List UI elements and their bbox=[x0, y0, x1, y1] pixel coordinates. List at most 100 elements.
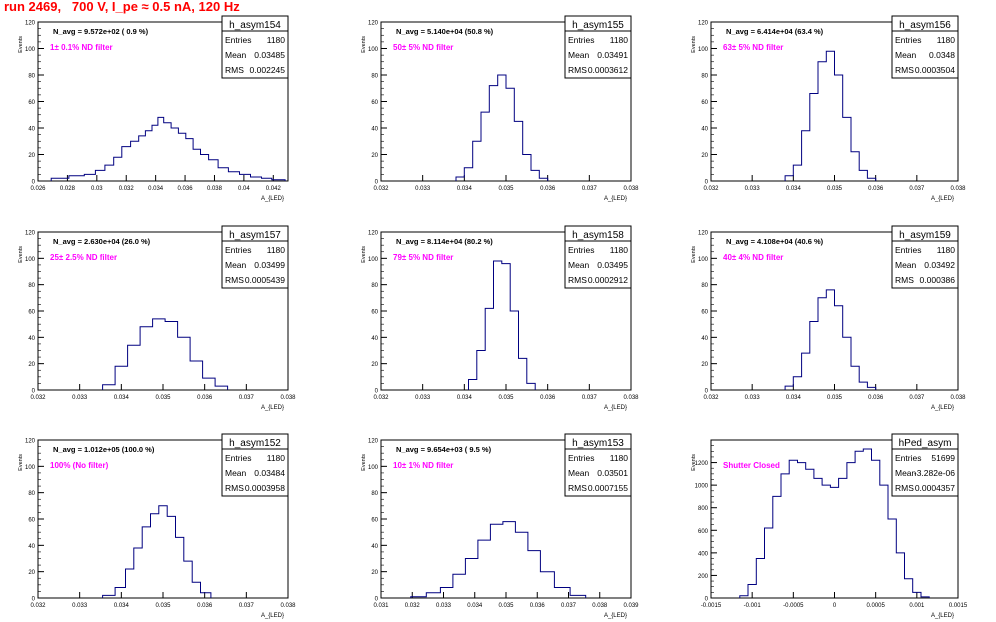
stat-key: Mean bbox=[895, 260, 917, 270]
stats-box bbox=[221, 15, 289, 79]
x-axis-label: A_{LED} bbox=[931, 613, 954, 619]
x-tick-label: 0.037 bbox=[582, 395, 598, 401]
x-tick-label: 0.034 bbox=[114, 603, 130, 609]
y-tick-label: 0 bbox=[32, 389, 36, 395]
y-axis-label: Events bbox=[691, 36, 697, 53]
filter-note: 10± 1% ND filter bbox=[393, 461, 453, 470]
y-tick-label: 40 bbox=[28, 544, 35, 550]
page-title: run 2469, 700 V, I_pe ≈ 0.5 nA, 120 Hz bbox=[4, 0, 240, 14]
x-tick-label: 0.042 bbox=[266, 186, 282, 192]
stat-value: 0.03501 bbox=[597, 468, 628, 478]
y-tick-label: 200 bbox=[698, 574, 709, 580]
y-tick-label: 100 bbox=[25, 47, 36, 53]
stat-value: 0.03484 bbox=[254, 468, 285, 478]
x-tick-label: 0.033 bbox=[415, 395, 431, 401]
y-tick-label: 20 bbox=[371, 570, 378, 576]
stat-key: Entries bbox=[568, 35, 594, 45]
stat-value: 1180 bbox=[610, 245, 629, 255]
hist-name: hPed_asym bbox=[899, 438, 952, 449]
hist-name: h_asym156 bbox=[899, 20, 951, 31]
y-tick-label: 20 bbox=[28, 153, 35, 159]
x-tick-label: 0.032 bbox=[405, 603, 421, 609]
hist-name: h_asym152 bbox=[229, 438, 281, 449]
stat-value: 1180 bbox=[610, 35, 629, 45]
histogram-line bbox=[50, 116, 286, 181]
hist-name: h_asym159 bbox=[899, 230, 951, 241]
x-tick-label: 0.001 bbox=[909, 603, 925, 609]
stat-key: Mean bbox=[225, 50, 247, 60]
y-tick-label: 600 bbox=[698, 529, 709, 535]
stat-value: 1180 bbox=[610, 453, 629, 463]
y-tick-label: 800 bbox=[698, 506, 709, 512]
y-tick-label: 80 bbox=[371, 491, 378, 497]
stats-box bbox=[891, 225, 959, 289]
x-tick-label: -0.0015 bbox=[701, 603, 722, 609]
navg-label: N_avg = 6.414e+04 (63.4 %) bbox=[726, 27, 824, 36]
x-tick-label: 0.036 bbox=[178, 186, 194, 192]
y-tick-label: 80 bbox=[28, 74, 35, 80]
stat-value: 1180 bbox=[937, 35, 956, 45]
stat-value: 0.0007155 bbox=[588, 483, 628, 493]
x-tick-label: 0 bbox=[833, 603, 837, 609]
stat-key: Mean bbox=[895, 468, 917, 478]
x-axis-label: A_{LED} bbox=[261, 405, 284, 411]
x-tick-label: -0.001 bbox=[744, 603, 762, 609]
y-tick-label: 120 bbox=[25, 21, 36, 27]
y-axis-label: Events bbox=[691, 246, 697, 263]
y-tick-label: 20 bbox=[701, 362, 708, 368]
hist-name: h_asym154 bbox=[229, 20, 281, 31]
x-tick-label: 0.032 bbox=[373, 395, 389, 401]
hist-name: h_asym158 bbox=[572, 230, 624, 241]
stat-key: RMS bbox=[225, 483, 244, 493]
y-tick-label: 80 bbox=[371, 74, 378, 80]
x-axis-label: A_{LED} bbox=[604, 405, 627, 411]
x-tick-label: 0.035 bbox=[498, 186, 514, 192]
x-tick-label: -0.0005 bbox=[783, 603, 804, 609]
stat-key: Entries bbox=[568, 245, 594, 255]
x-tick-label: 0.035 bbox=[827, 395, 843, 401]
stats-box bbox=[221, 433, 289, 497]
x-tick-label: 0.032 bbox=[703, 186, 719, 192]
y-tick-label: 40 bbox=[701, 336, 708, 342]
x-tick-label: 0.033 bbox=[72, 603, 88, 609]
filter-note: 63± 5% ND filter bbox=[723, 43, 783, 52]
y-axis-label: Events bbox=[18, 454, 24, 471]
y-axis-label: Events bbox=[18, 36, 24, 53]
x-tick-label: 0.031 bbox=[373, 603, 389, 609]
stat-key: Mean bbox=[225, 260, 247, 270]
x-tick-label: 0.037 bbox=[239, 603, 255, 609]
x-tick-label: 0.036 bbox=[530, 603, 546, 609]
x-tick-label: 0.037 bbox=[909, 186, 925, 192]
x-tick-label: 0.035 bbox=[827, 186, 843, 192]
hist-name: h_asym157 bbox=[229, 230, 281, 241]
x-tick-label: 0.033 bbox=[436, 603, 452, 609]
x-tick-label: 0.035 bbox=[155, 395, 171, 401]
navg-label: N_avg = 4.108e+04 (40.6 %) bbox=[726, 237, 824, 246]
stat-key: Entries bbox=[895, 453, 921, 463]
y-tick-label: 400 bbox=[698, 551, 709, 557]
y-tick-label: 20 bbox=[371, 153, 378, 159]
y-tick-label: 40 bbox=[28, 336, 35, 342]
navg-label: N_avg = 1.012e+05 (100.0 %) bbox=[53, 445, 155, 454]
stat-key: RMS bbox=[895, 65, 914, 75]
navg-label: N_avg = 8.114e+04 (80.2 %) bbox=[396, 237, 493, 246]
y-tick-label: 1200 bbox=[695, 461, 709, 467]
stat-value: 0.03495 bbox=[597, 260, 628, 270]
x-axis-label: A_{LED} bbox=[604, 613, 627, 619]
stat-value: 0.0002912 bbox=[588, 275, 628, 285]
y-tick-label: 0 bbox=[705, 597, 709, 603]
stat-value: 1180 bbox=[267, 35, 286, 45]
navg-label: N_avg = 9.572e+02 ( 0.9 %) bbox=[53, 27, 149, 36]
stat-value: 0.0005439 bbox=[245, 275, 285, 285]
stats-box bbox=[564, 433, 632, 497]
x-tick-label: 0.034 bbox=[148, 186, 164, 192]
y-tick-label: 40 bbox=[371, 127, 378, 133]
stat-key: RMS bbox=[225, 275, 244, 285]
y-tick-label: 100 bbox=[368, 257, 379, 263]
x-tick-label: 0.04 bbox=[238, 186, 250, 192]
x-tick-label: 0.036 bbox=[868, 395, 884, 401]
x-tick-label: 0.033 bbox=[745, 395, 761, 401]
y-axis-label: Events bbox=[361, 36, 367, 53]
y-tick-label: 0 bbox=[705, 389, 709, 395]
